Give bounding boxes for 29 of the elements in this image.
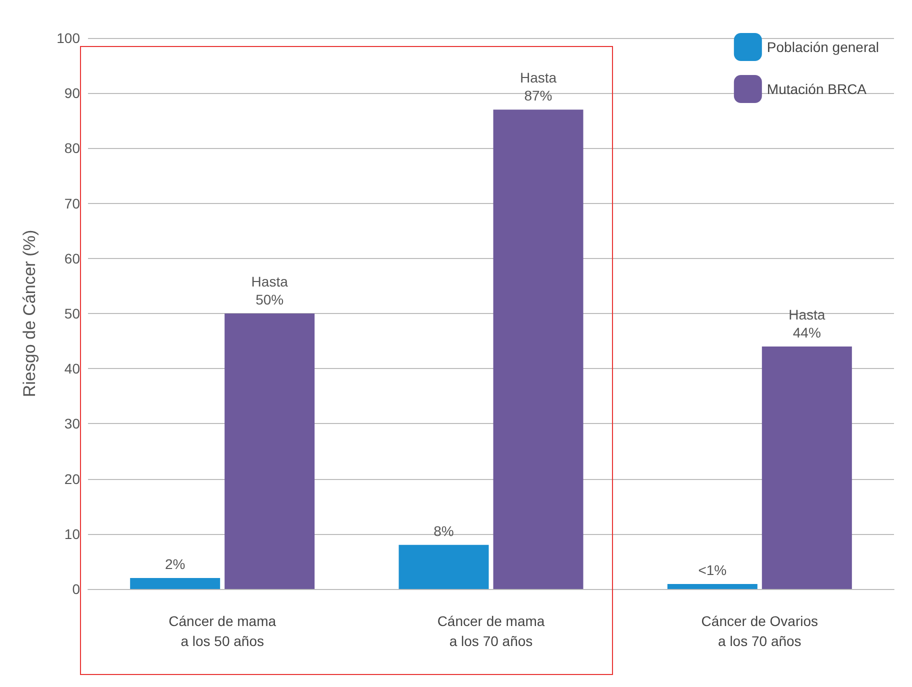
y-tick-label: 100 — [56, 30, 80, 46]
data-label: Hasta 50% — [251, 274, 288, 308]
y-tick-label: 90 — [64, 85, 80, 102]
y-axis-title: Riesgo de Cáncer (%) — [20, 230, 39, 398]
x-tick-label: Cáncer de mama a los 70 años — [437, 613, 545, 649]
legend-label: Mutación BRCA — [766, 81, 868, 97]
y-tick-label: 10 — [64, 526, 80, 542]
bar — [130, 578, 220, 589]
y-tick-label: 80 — [64, 140, 80, 156]
data-label: <1% — [698, 562, 727, 578]
y-tick-label: 50 — [64, 306, 80, 322]
bar — [398, 544, 489, 589]
bar — [762, 346, 852, 589]
x-tick-label: Cáncer de mama a los 50 años — [168, 613, 276, 649]
y-tick-label: 0 — [72, 581, 80, 597]
data-label: 2% — [164, 556, 186, 572]
y-tick-label: 30 — [64, 416, 80, 432]
data-label: Hasta 44% — [788, 306, 826, 341]
bar — [667, 584, 758, 589]
y-tick-label: 20 — [64, 470, 80, 487]
y-tick-label: 40 — [64, 360, 80, 377]
y-tick-label: 70 — [64, 195, 80, 212]
bar — [493, 110, 584, 589]
data-label: Hasta 87% — [520, 70, 557, 104]
legend-label: Población general — [766, 39, 880, 55]
data-label: 8% — [434, 522, 454, 539]
x-tick-label: Cáncer de Ovarios a los 70 años — [701, 613, 818, 649]
bar — [224, 314, 315, 589]
y-tick-label: 60 — [64, 250, 80, 266]
